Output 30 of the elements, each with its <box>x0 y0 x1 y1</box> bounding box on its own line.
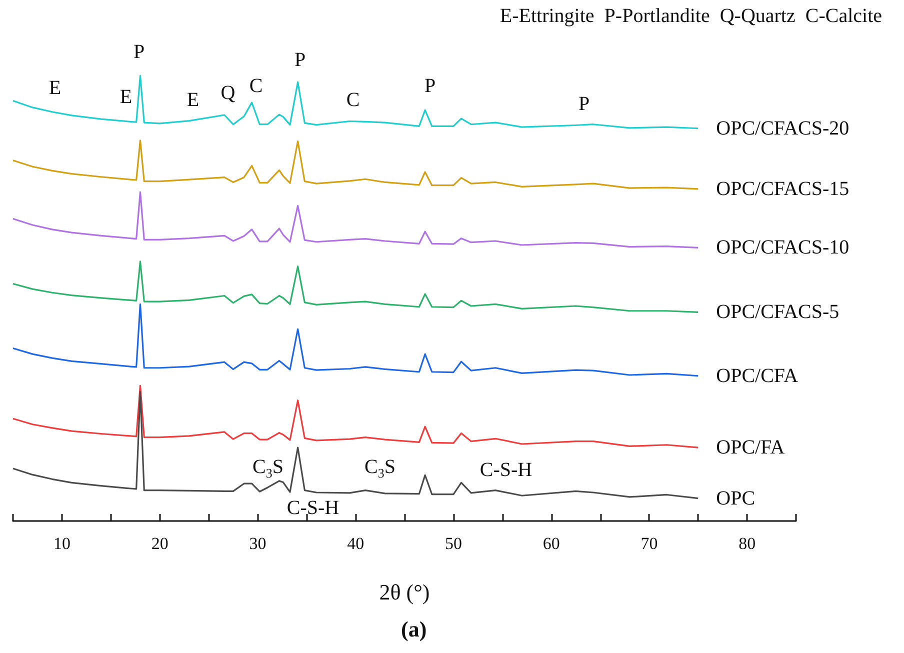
text: (a) <box>401 616 427 642</box>
annotation: C <box>346 89 360 111</box>
series-label: OPC/CFA <box>716 364 799 387</box>
x-tick-label: 20 <box>151 534 168 553</box>
annotation: P <box>578 93 590 115</box>
text: P <box>294 49 306 71</box>
annotation: P <box>424 75 436 97</box>
x-tick-label: 50 <box>444 534 462 553</box>
x-tick-label: 30 <box>249 534 266 553</box>
series-label: OPC/CFACS-20 <box>716 117 850 140</box>
series-label: OPC <box>716 487 756 510</box>
annotation: Q <box>220 82 236 104</box>
x-tick-label: 10 <box>53 534 70 553</box>
x-tick-label: 60 <box>542 534 560 553</box>
series-label: OPC/FA <box>716 436 786 459</box>
annotation: C-S-H <box>286 497 340 519</box>
annotation: C-S-H <box>480 459 532 481</box>
annotation: E <box>120 86 132 108</box>
x-tick-label: 80 <box>738 534 756 553</box>
x-tick-label: 70 <box>640 534 658 553</box>
x-axis-title: 2θ (°) <box>379 580 430 604</box>
annotation: E <box>48 77 62 99</box>
annotation: C <box>249 75 263 97</box>
annotation: E <box>186 89 200 111</box>
series-label: OPC/CFACS-5 <box>716 301 840 324</box>
text: E-Ettringite P-Portlandite Q-Quartz C-Calcite <box>500 5 882 27</box>
x-tick-label: 40 <box>347 534 364 553</box>
text: P <box>133 41 145 63</box>
series-label: OPC/CFACS-15 <box>716 178 850 200</box>
series-label: OPC/CFACS-10 <box>716 236 850 259</box>
